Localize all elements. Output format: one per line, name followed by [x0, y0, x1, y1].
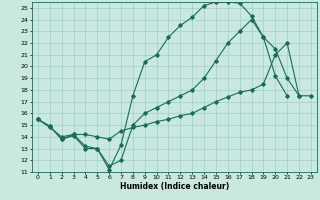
X-axis label: Humidex (Indice chaleur): Humidex (Indice chaleur): [120, 182, 229, 191]
